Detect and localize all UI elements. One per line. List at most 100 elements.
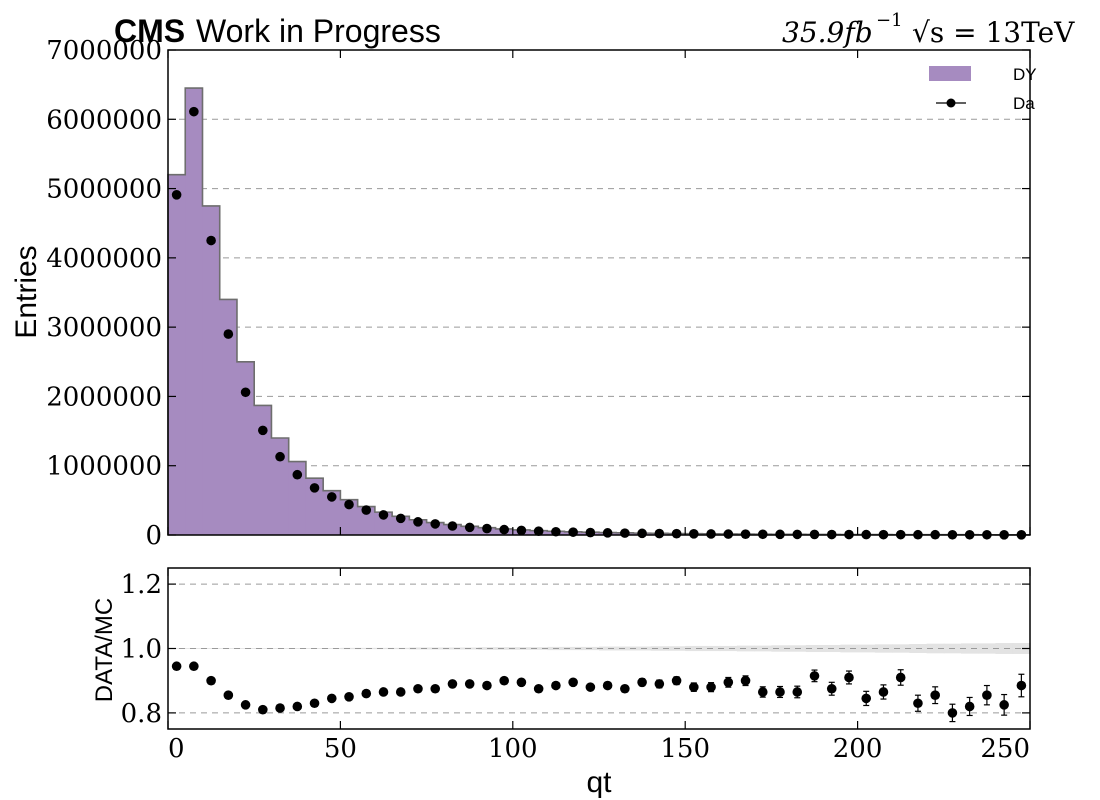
ratio-point (844, 672, 854, 683)
y-axis-label: Entries (10, 245, 43, 338)
ratio-point (240, 700, 251, 710)
ratio-point (189, 661, 199, 672)
main-y-tick-label: 1000000 (46, 452, 162, 482)
main-gridlines (168, 118, 1030, 467)
data-point (740, 529, 751, 539)
main-y-tick-label: 3000000 (46, 313, 162, 343)
ratio-point (395, 687, 406, 697)
legend: DY Da (929, 65, 1037, 113)
data-point (602, 528, 613, 538)
data-point (533, 526, 544, 536)
band-segment (288, 648, 307, 649)
dy-bar (168, 174, 186, 535)
ratio-point (568, 677, 578, 688)
band-segment (650, 646, 669, 651)
ratio-y-tick-label: 1.0 (121, 635, 162, 665)
band-segment (892, 644, 910, 653)
band-segment (254, 648, 273, 649)
ratio-point (637, 677, 647, 688)
dy-bar (185, 88, 204, 535)
data-point (189, 106, 199, 117)
data-point (206, 235, 216, 246)
ratio-point (706, 682, 716, 692)
ratio-point (223, 690, 234, 700)
data-point (637, 528, 647, 539)
ratio-points (171, 661, 1027, 723)
data-point (361, 505, 372, 515)
legend-marker-da (946, 98, 956, 108)
data-point (464, 522, 475, 533)
data-point (258, 425, 268, 436)
main-plot-frame (167, 49, 1031, 536)
ratio-point (757, 687, 768, 697)
data-point (585, 527, 596, 538)
ratio-point (792, 687, 803, 697)
data-point (240, 387, 251, 398)
ratio-point (654, 679, 665, 689)
ratio-point (378, 687, 389, 697)
data-point (223, 329, 234, 339)
ratio-point (292, 701, 303, 712)
data-point (671, 528, 682, 539)
band-segment (840, 644, 859, 653)
data-point (275, 451, 285, 462)
data-point (395, 513, 406, 524)
dy-bar (392, 516, 410, 535)
data-point (723, 529, 734, 539)
cms-label: CMS (114, 13, 185, 49)
band-segment (1012, 643, 1031, 654)
ratio-point (689, 682, 699, 692)
ratio-plot-frame (167, 567, 1031, 730)
band-segment (685, 645, 704, 652)
dy-bar (357, 506, 376, 535)
ratio-point (1016, 680, 1027, 691)
legend-swatch-dy (929, 66, 971, 81)
ratio-point (206, 675, 216, 686)
main-y-tick-label: 7000000 (46, 36, 162, 66)
ratio-point (344, 692, 354, 702)
ratio-y-axis-label: DATA/MC (91, 598, 118, 702)
ratio-point (464, 679, 475, 689)
dy-bar (202, 205, 221, 535)
main-y-tick-label: 0 (145, 521, 162, 551)
luminosity-exponent: −1 (876, 10, 903, 31)
dy-bar (271, 438, 290, 535)
ratio-y-tick-label: 1.2 (121, 570, 162, 600)
x-axis-label: qt (586, 766, 612, 799)
work-in-progress-label: Work in Progress (196, 13, 441, 49)
main-y-tick-label: 5000000 (46, 175, 162, 205)
ratio-y-tick-label: 0.8 (121, 699, 162, 729)
ratio-point (413, 683, 423, 694)
band-segment (443, 647, 462, 650)
ratio-gridlines (168, 583, 1030, 714)
data-point (499, 524, 509, 535)
main-ticks: 0 1000000 2000000 3000000 4000000 5000000 6000… (46, 36, 1031, 551)
ratio-point (275, 703, 285, 713)
band-segment (202, 648, 221, 649)
ratio-ticks: 0.8 1.0 1.2 0 50 100 150 200 250 (121, 568, 1031, 764)
ratio-point (499, 675, 509, 686)
energy-label: √s = 13TeV (912, 16, 1075, 49)
ratio-point (964, 701, 975, 712)
ratio-point (913, 698, 923, 709)
ratio-point (723, 677, 734, 688)
ratio-point (947, 708, 958, 718)
ratio-point (447, 679, 458, 689)
data-point (292, 469, 303, 480)
data-point (706, 529, 716, 539)
ratio-point (516, 677, 527, 688)
ratio-point (620, 683, 630, 694)
ratio-point (895, 672, 906, 683)
data-point (654, 528, 665, 539)
band-segment (926, 643, 945, 654)
band-segment (961, 643, 979, 654)
data-point (413, 517, 423, 527)
ratio-point (982, 690, 992, 700)
band-segment (409, 647, 428, 650)
data-points (171, 106, 1027, 540)
x-tick-label: 50 (324, 734, 357, 764)
dy-histogram (167, 87, 1031, 536)
ratio-point (309, 698, 320, 709)
ratio-point (258, 704, 268, 715)
